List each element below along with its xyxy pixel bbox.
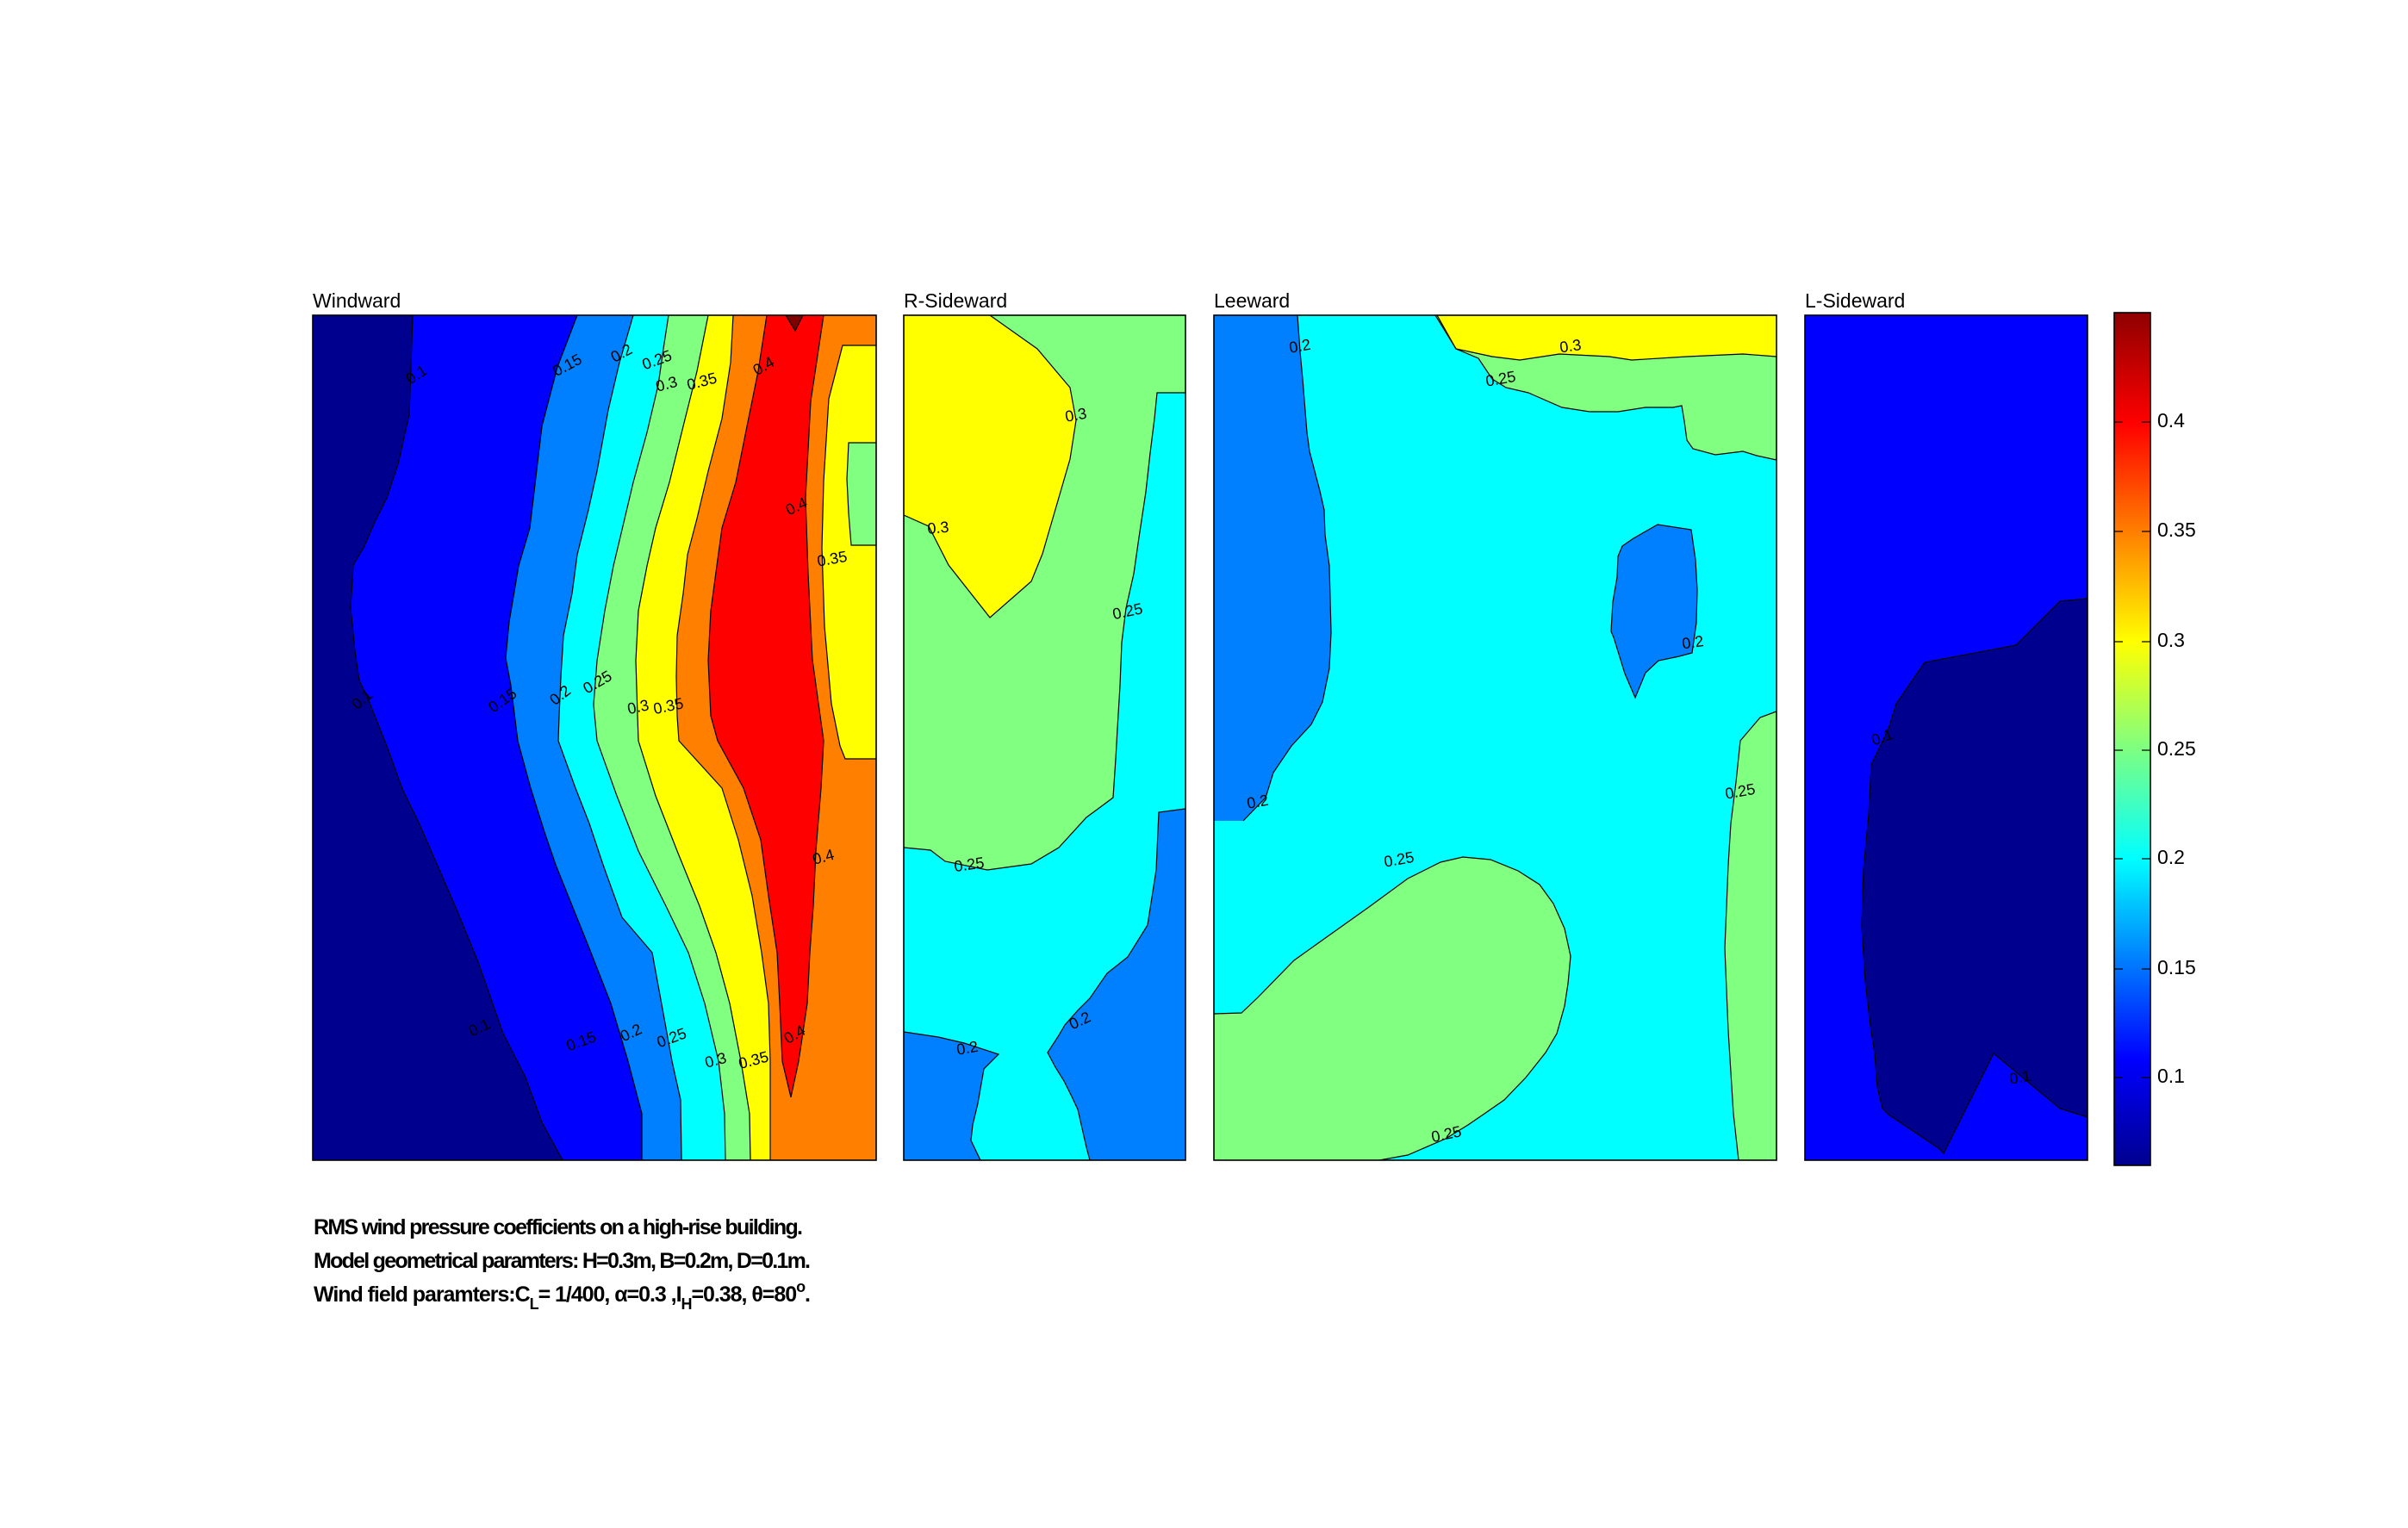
- svg-text:Model geometrical paramters: H: Model geometrical paramters: H=0.3m, B=0…: [314, 1249, 811, 1273]
- svg-text:0.1: 0.1: [2157, 1065, 2185, 1087]
- svg-text:0.2: 0.2: [1681, 632, 1705, 652]
- svg-text:L-Sideward: L-Sideward: [1805, 289, 1905, 312]
- svg-text:0.25: 0.25: [2157, 737, 2196, 760]
- svg-text:Windward: Windward: [313, 289, 401, 312]
- svg-text:Leeward: Leeward: [1214, 289, 1290, 312]
- svg-text:0.3: 0.3: [2157, 629, 2185, 651]
- svg-text:0.35: 0.35: [2157, 519, 2196, 541]
- svg-text:0.2: 0.2: [955, 1038, 980, 1059]
- svg-text:R-Sideward: R-Sideward: [904, 289, 1007, 312]
- svg-text:0.3: 0.3: [927, 519, 950, 537]
- svg-text:0.4: 0.4: [2157, 409, 2185, 432]
- svg-text:RMS wind pressure coefficients: RMS wind pressure coefficients on a high…: [314, 1215, 803, 1239]
- svg-text:0.2: 0.2: [2157, 846, 2185, 868]
- svg-text:0.2: 0.2: [1246, 792, 1270, 812]
- svg-text:0.3: 0.3: [1559, 336, 1583, 356]
- svg-text:0.3: 0.3: [1064, 405, 1088, 425]
- svg-text:0.2: 0.2: [1288, 336, 1312, 357]
- svg-text:0.1: 0.1: [2008, 1067, 2032, 1088]
- svg-text:0.15: 0.15: [2157, 956, 2196, 978]
- svg-text:0.25: 0.25: [953, 854, 985, 875]
